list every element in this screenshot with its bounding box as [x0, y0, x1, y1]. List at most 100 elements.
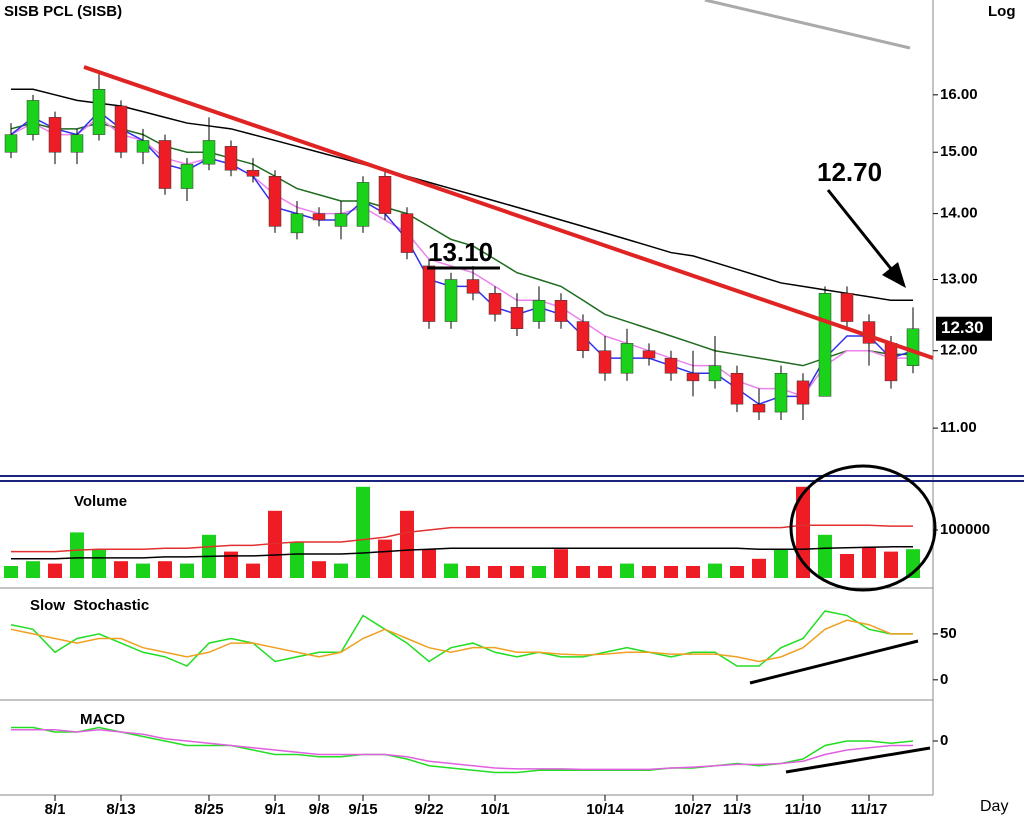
panel-title: Volume — [74, 493, 127, 510]
candle-body — [840, 293, 854, 322]
volume-bar — [48, 563, 62, 578]
volume-bar — [510, 566, 524, 578]
divergence-line — [785, 746, 931, 774]
trendline — [83, 65, 934, 360]
y-tick-label: 0 — [940, 671, 948, 688]
candle-body — [70, 134, 84, 153]
y-tick-label: 50 — [940, 625, 957, 642]
x-tick-label: 11/17 — [851, 801, 888, 818]
x-tick-label: 11/10 — [785, 801, 822, 818]
y-tick-label: 100000 — [940, 521, 990, 538]
volume-bar — [664, 566, 678, 578]
candle-body — [356, 182, 370, 227]
candle-body — [4, 134, 18, 153]
candle-body — [444, 279, 458, 322]
volume-bar — [576, 566, 590, 578]
candle-body — [488, 293, 502, 315]
volume-bar — [26, 561, 40, 578]
volume-bar — [554, 549, 568, 578]
candle-body — [48, 117, 62, 153]
annotation: 12.70 — [817, 157, 882, 187]
candle-body — [114, 105, 128, 153]
candle-body — [884, 343, 898, 382]
last-price-label: 12.30 — [941, 318, 984, 337]
volume-bar — [334, 563, 348, 578]
volume-bar — [884, 551, 898, 578]
volume-bar — [598, 566, 612, 578]
candle-body — [246, 169, 260, 177]
volume-bar — [422, 549, 436, 578]
x-tick-label: 8/1 — [45, 801, 66, 818]
indicator-line — [11, 546, 913, 560]
plot-area: 11.00 12.00 13.00 14.00 15.00 16.00 100000 0 50 0… — [4, 72, 992, 818]
candle-body — [862, 321, 876, 344]
volume-bar — [224, 551, 238, 578]
volume-bar — [114, 561, 128, 578]
x-tick-label: 9/22 — [414, 801, 443, 818]
volume-bar — [686, 566, 700, 578]
y-tick-label: 16.00 — [940, 86, 978, 103]
volume-bar — [92, 549, 106, 578]
candle-body — [818, 293, 832, 397]
indicator-line — [11, 88, 913, 302]
volume-bar — [642, 566, 656, 578]
candle-body — [906, 328, 920, 366]
indicator-line — [11, 726, 914, 774]
candle-body — [202, 140, 216, 165]
candle-body — [554, 300, 568, 322]
candle-body — [422, 265, 436, 322]
volume-bar — [246, 563, 260, 578]
candle-body — [598, 350, 612, 374]
volume-bar — [4, 566, 18, 578]
x-tick-label: 10/27 — [674, 801, 712, 818]
candle-body — [796, 380, 810, 405]
candle-body — [312, 213, 326, 221]
volume-bar — [158, 561, 172, 578]
volume-bar — [620, 563, 634, 578]
volume-bar — [400, 510, 414, 578]
x-tick-label: 9/8 — [309, 801, 330, 818]
indicator-line — [11, 728, 913, 771]
volume-bar — [378, 539, 392, 578]
highlight-circle — [789, 464, 937, 592]
arrow — [826, 189, 902, 281]
volume-bar — [488, 566, 502, 578]
x-tick-label: 10/1 — [480, 801, 509, 818]
candle-body — [180, 163, 194, 189]
volume-bar — [312, 561, 326, 578]
candle-body — [378, 176, 392, 214]
volume-bar — [136, 563, 150, 578]
volume-bar — [818, 534, 832, 578]
last-price-tag — [936, 316, 992, 341]
x-tick-label: 9/15 — [348, 801, 377, 818]
candle-body — [642, 350, 656, 359]
volume-bar — [752, 558, 766, 578]
x-tick-label: 8/13 — [106, 801, 135, 818]
panel-title: Slow Stochastic — [30, 597, 149, 614]
candle-body — [620, 343, 634, 374]
volume-bar — [444, 563, 458, 578]
candle-body — [466, 279, 480, 294]
candle-body — [532, 300, 546, 322]
y-tick-label: 15.00 — [940, 143, 978, 160]
candle-body — [686, 372, 700, 382]
arrow-head — [882, 262, 906, 288]
volume-bar — [466, 566, 480, 578]
volume-bar — [268, 510, 282, 578]
volume-bar — [840, 554, 854, 578]
volume-bar — [180, 563, 194, 578]
long-average — [704, 0, 911, 50]
candle-body — [92, 89, 106, 135]
candle-body — [158, 140, 172, 189]
y-tick-label: 12.00 — [940, 342, 978, 359]
candle-body — [400, 213, 414, 253]
candle-body — [510, 307, 524, 330]
x-tick-label: 9/1 — [265, 801, 286, 818]
chart-title: SISB PCL (SISB) — [4, 3, 122, 20]
y-tick-label: 13.00 — [940, 270, 978, 287]
x-tick-label: 8/25 — [194, 801, 223, 818]
candle-body — [334, 213, 348, 227]
candle-body — [576, 321, 590, 351]
